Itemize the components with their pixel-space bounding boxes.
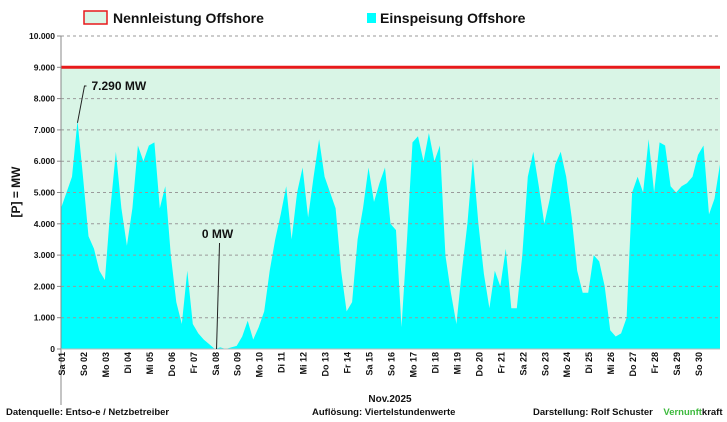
y-tick-label: 7.000 bbox=[34, 125, 56, 135]
x-tick-label: Mo 24 bbox=[562, 352, 572, 378]
y-tick-label: 10.000 bbox=[29, 31, 55, 41]
x-tick-label: Do 27 bbox=[628, 352, 638, 377]
x-tick-label: Mi 26 bbox=[606, 352, 616, 375]
x-tick-label: Mo 17 bbox=[408, 352, 418, 378]
offshore-feed-in-chart: 0 1.000 2.000 3.000 4.000 5.000 6.000 7.000 8.00… bbox=[9, 10, 720, 405]
legend-label-feed-in: Einspeisung Offshore bbox=[380, 10, 526, 26]
y-tick-label: 6.000 bbox=[34, 156, 56, 166]
x-tick-label: Fr 07 bbox=[189, 352, 199, 374]
footer-source: Datenquelle: Entso-e / Netzbetreiber bbox=[6, 407, 170, 418]
annotation-leader-max bbox=[76, 85, 87, 123]
y-axis-label: [P] = MW bbox=[9, 166, 23, 218]
y-tick-label: 5.000 bbox=[34, 188, 56, 198]
x-axis-label: Nov.2025 bbox=[368, 394, 412, 405]
x-tick-label: Do 13 bbox=[321, 352, 331, 377]
x-tick-label: Mo 03 bbox=[101, 352, 111, 378]
x-tick-label: Do 06 bbox=[167, 352, 177, 377]
y-tick-label: 4.000 bbox=[34, 219, 56, 229]
x-tick-label: So 16 bbox=[387, 352, 397, 376]
brand-black: kraft bbox=[701, 407, 723, 418]
x-tick-label: Sa 15 bbox=[365, 352, 375, 376]
legend-label-capacity: Nennleistung Offshore bbox=[113, 10, 264, 26]
x-tick-label: So 30 bbox=[694, 352, 704, 376]
y-tick-label: 8.000 bbox=[34, 94, 56, 104]
x-tick-label: Di 04 bbox=[123, 352, 133, 374]
brand-green: Vernunft bbox=[663, 407, 702, 418]
x-tick-label: Sa 29 bbox=[672, 352, 682, 376]
annotation-max: 7.290 MW bbox=[91, 79, 146, 93]
x-tick-label: Di 25 bbox=[584, 352, 594, 374]
y-tick-label: 0 bbox=[50, 344, 55, 354]
footer-author: Darstellung: Rolf Schuster Vernunftkraft bbox=[533, 407, 723, 418]
x-tick-label: Sa 01 bbox=[57, 352, 67, 376]
x-tick-label: Do 20 bbox=[474, 352, 484, 377]
x-tick-label: Di 18 bbox=[430, 352, 440, 374]
legend-swatch-feed-in bbox=[367, 13, 376, 23]
legend-swatch-capacity bbox=[83, 10, 108, 25]
x-tick-label: Mo 10 bbox=[255, 352, 265, 378]
y-tick-label: 1.000 bbox=[34, 313, 56, 323]
x-tick-label: Fr 14 bbox=[343, 352, 353, 374]
x-tick-label: So 09 bbox=[233, 352, 243, 376]
annotation-leader-min bbox=[216, 242, 221, 350]
x-tick-label: Mi 05 bbox=[145, 352, 155, 375]
x-tick-label: Di 11 bbox=[277, 352, 287, 373]
x-tick-label: Mi 19 bbox=[452, 352, 462, 375]
x-tick-label: So 02 bbox=[79, 352, 89, 376]
annotation-min: 0 MW bbox=[202, 227, 234, 241]
x-tick-label: So 23 bbox=[540, 352, 550, 376]
y-tick-label: 3.000 bbox=[34, 250, 56, 260]
y-tick-label: 2.000 bbox=[34, 281, 56, 291]
footer-resolution: Auflösung: Viertelstundenwerte bbox=[312, 407, 456, 418]
x-tick-label: Fr 28 bbox=[650, 352, 660, 374]
x-tick-label: Mi 12 bbox=[299, 352, 309, 375]
x-tick-label: Sa 08 bbox=[211, 352, 221, 376]
x-tick-label: Sa 22 bbox=[518, 352, 528, 376]
feed-in-area bbox=[61, 120, 720, 349]
x-tick-label: Fr 21 bbox=[496, 352, 506, 374]
footer-author-text: Darstellung: Rolf Schuster bbox=[533, 407, 653, 418]
y-tick-label: 9.000 bbox=[34, 62, 56, 72]
